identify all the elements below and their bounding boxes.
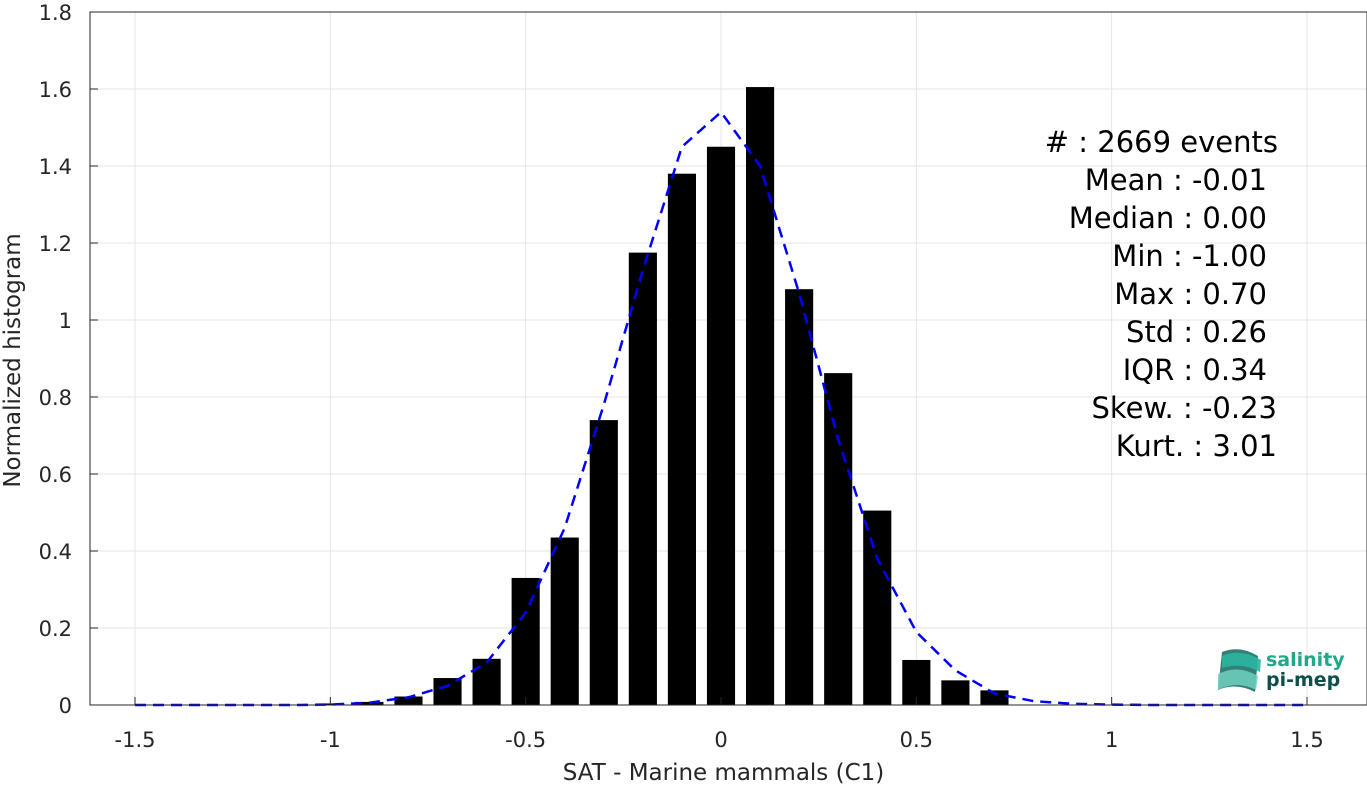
histogram-bar: [589, 420, 618, 705]
stat-line: Kurt. : 3.01: [1116, 429, 1277, 463]
plot-frame: [89, 11, 1367, 706]
y-tick-label: 0.8: [39, 386, 72, 410]
y-tick-label: 0.4: [39, 540, 72, 564]
histogram-bar: [824, 373, 853, 705]
histogram-bar: [863, 510, 892, 705]
y-tick-label: 0.6: [39, 463, 72, 487]
y-tick-label: 1.4: [39, 155, 72, 179]
histogram-bar: [472, 658, 501, 705]
y-tick-label: 1.2: [39, 232, 72, 256]
logo-text-pi-mep: pi-mep: [1266, 669, 1340, 691]
y-axis-label: Normalized histogram: [0, 233, 26, 487]
histogram-bar: [667, 173, 696, 705]
bars: [316, 87, 1009, 705]
stats-box: # : 2669 events Mean : -0.01 Median : 0.00…: [1045, 125, 1278, 463]
x-axis-ticks: -1.5 -1 -0.5 0 0.5 1 1.5: [115, 697, 1324, 752]
histogram-bar: [785, 289, 814, 705]
histogram-bar: [980, 690, 1009, 705]
histogram-bar: [433, 678, 462, 705]
y-axis-ticks: 0 0.2 0.4 0.6 0.8 1 1.2 1.4 1.6 1.8: [39, 1, 98, 718]
y-tick-label: 0: [59, 694, 72, 718]
x-tick-label: -1.5: [115, 728, 156, 752]
stat-line: Skew. : -0.23: [1091, 391, 1277, 425]
x-axis-label: SAT - Marine mammals (C1): [563, 760, 885, 785]
logo-text-salinity: salinity: [1266, 649, 1345, 671]
x-tick-label: 0: [714, 728, 727, 752]
salinity-pi-mep-logo: salinity pi-mep: [1218, 649, 1345, 692]
histogram-bar: [746, 87, 775, 705]
x-tick-label: -0.5: [505, 728, 546, 752]
stat-line: # : 2669 events: [1045, 125, 1278, 159]
y-tick-label: 1.6: [39, 78, 72, 102]
stat-line: IQR : 0.34: [1123, 353, 1267, 387]
x-tick-label: -1: [320, 728, 341, 752]
y-tick-label: 1: [59, 309, 72, 333]
histogram-bar: [941, 680, 970, 705]
x-tick-label: 1: [1105, 728, 1118, 752]
histogram-bar: [511, 577, 540, 705]
stat-line: Min : -1.00: [1112, 239, 1267, 273]
histogram-bar: [394, 696, 423, 705]
stat-line: Std : 0.26: [1126, 315, 1267, 349]
x-tick-label: 0.5: [900, 728, 933, 752]
stat-line: Mean : -0.01: [1085, 163, 1267, 197]
histogram-bar: [628, 252, 657, 705]
stat-line: Median : 0.00: [1069, 201, 1267, 235]
stat-line: Max : 0.70: [1114, 277, 1267, 311]
y-tick-label: 0.2: [39, 617, 72, 641]
histogram-bar: [706, 146, 736, 705]
x-tick-label: 1.5: [1290, 728, 1323, 752]
histogram-bar: [550, 537, 579, 705]
wave-logo-icon: [1218, 649, 1261, 692]
y-tick-label: 1.8: [39, 1, 72, 25]
